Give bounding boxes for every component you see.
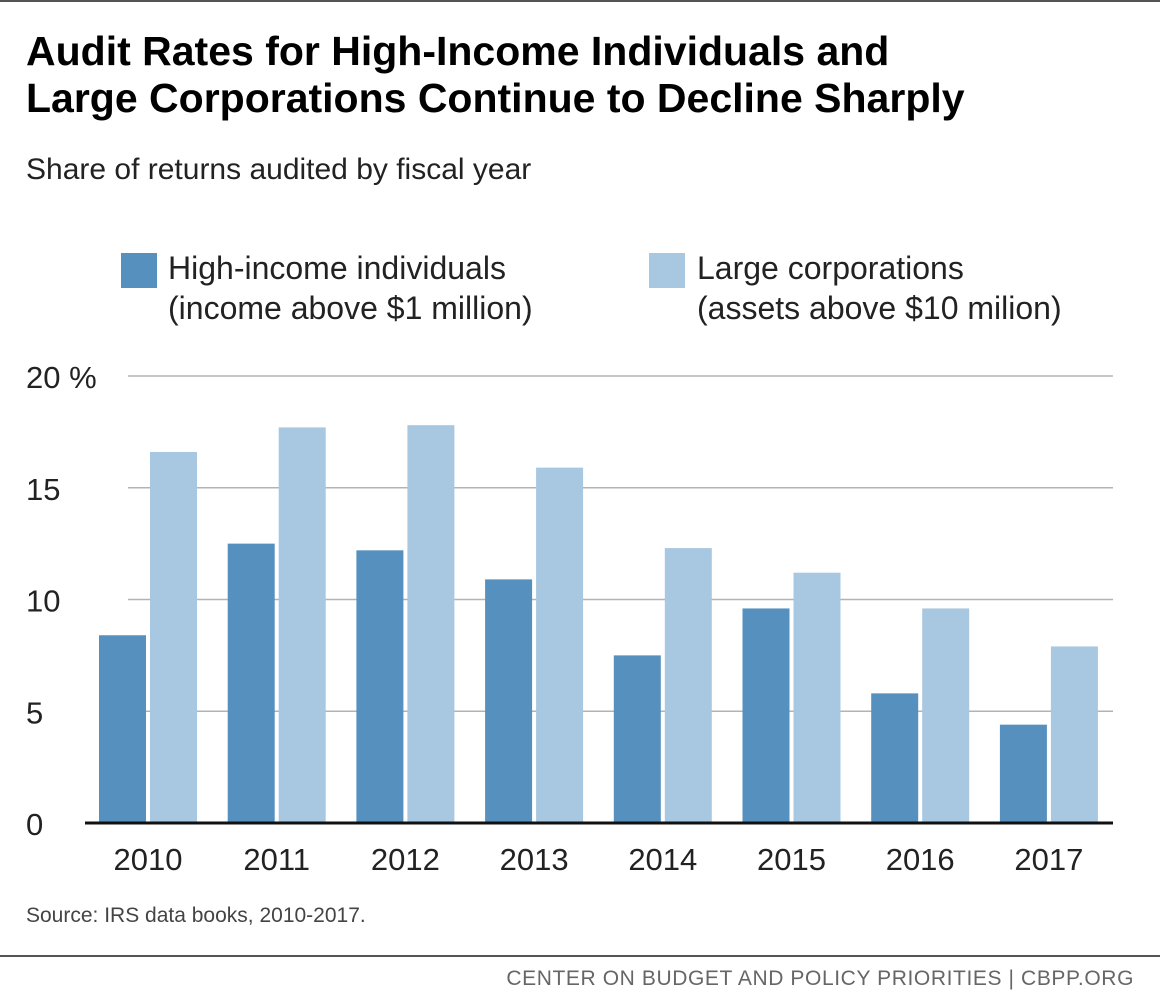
bars — [99, 425, 1098, 823]
legend-label-large-corporations: Large corporations (assets above $10 mil… — [697, 248, 1062, 328]
legend-label-high-income: High-income individuals (income above $1… — [168, 248, 533, 328]
x-tick-label-2011: 2011 — [243, 842, 310, 877]
bar-high-income-2014 — [613, 655, 661, 823]
bar-high-income-2015 — [742, 608, 790, 823]
x-tick-label-2012: 2012 — [371, 842, 440, 877]
bar-large-corporations-2015 — [793, 572, 841, 823]
legend-label-high-income-line-2: (income above $1 million) — [168, 290, 533, 326]
x-tick-label-2016: 2016 — [886, 842, 955, 877]
bar-large-corporations-2010 — [150, 451, 197, 823]
chart-subtitle: Share of returns audited by fiscal year — [26, 153, 532, 186]
y-tick-label-10: 10 — [26, 584, 60, 619]
bar-high-income-2016 — [871, 693, 919, 823]
bar-high-income-2013 — [485, 579, 533, 823]
bar-large-corporations-2013 — [536, 467, 584, 823]
bar-large-corporations-2011 — [278, 427, 326, 823]
x-tick-label-2015: 2015 — [757, 842, 826, 877]
chart-title-line-2: Large Corporations Continue to Decline S… — [26, 75, 965, 121]
chart-title-line-1: Audit Rates for High-Income Individuals … — [26, 28, 890, 74]
chart-title: Audit Rates for High-Income Individuals … — [26, 28, 1136, 122]
bar-large-corporations-2012 — [407, 425, 455, 823]
footer-credit: CENTER ON BUDGET AND POLICY PRIORITIES |… — [506, 967, 1134, 990]
x-tick-label-2013: 2013 — [500, 842, 569, 877]
bar-high-income-2017 — [999, 724, 1047, 823]
x-tick-label-2014: 2014 — [628, 842, 697, 877]
bar-large-corporations-2017 — [1050, 646, 1098, 823]
bar-large-corporations-2014 — [664, 548, 712, 823]
bar-chart: 0 5 10 15 20 % 2010 2011 2012 2013 2014 2015 2016 20… — [26, 360, 1113, 877]
bar-high-income-2010 — [99, 635, 146, 823]
legend-swatch-large-corporations — [649, 253, 685, 288]
x-tick-label-2010: 2010 — [114, 842, 183, 877]
y-tick-label-20: 20 % — [26, 360, 97, 395]
legend-swatch-high-income — [121, 253, 157, 288]
source-note: Source: IRS data books, 2010-2017. — [26, 904, 366, 927]
bar-high-income-2011 — [227, 543, 275, 823]
axes: 0 5 10 15 20 % 2010 2011 2012 2013 2014 2015 2016 20… — [26, 360, 1113, 877]
y-tick-label-0: 0 — [26, 807, 43, 842]
bar-high-income-2012 — [356, 550, 404, 823]
bar-large-corporations-2016 — [922, 608, 970, 823]
legend-label-high-income-line-1: High-income individuals — [168, 250, 506, 286]
top-rule — [0, 0, 1160, 2]
legend-label-large-corporations-line-1: Large corporations — [697, 250, 964, 286]
x-tick-label-2017: 2017 — [1014, 842, 1083, 877]
y-tick-label-5: 5 — [26, 695, 43, 730]
legend-label-large-corporations-line-2: (assets above $10 milion) — [697, 290, 1062, 326]
bottom-rule — [0, 955, 1160, 957]
y-tick-label-15: 15 — [26, 472, 60, 507]
